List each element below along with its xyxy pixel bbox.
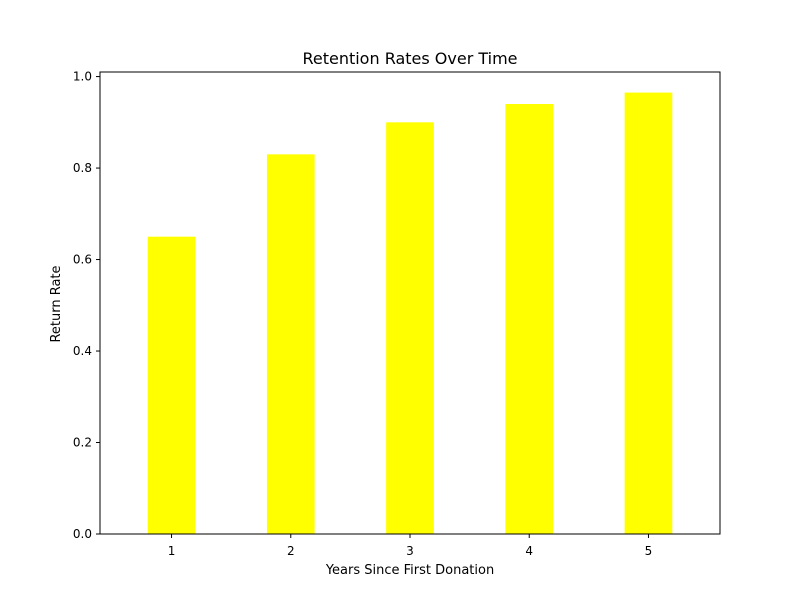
bar-1 <box>147 236 196 534</box>
x-tick-label-4: 4 <box>525 544 533 558</box>
x-tick-label-3: 3 <box>406 544 414 558</box>
bar-3 <box>386 122 434 534</box>
y-tick-label-1.0: 1.0 <box>73 70 92 84</box>
y-tick-label-0.2: 0.2 <box>73 436 92 450</box>
bar-4 <box>505 104 554 534</box>
bar-2 <box>266 154 315 534</box>
x-tick-label-1: 1 <box>168 544 176 558</box>
x-axis: 1 2 3 4 5 <box>168 534 653 558</box>
bar-5 <box>624 92 673 534</box>
y-tick-label-0.0: 0.0 <box>73 527 92 541</box>
bars-group <box>147 92 673 534</box>
y-tick-label-0.8: 0.8 <box>73 161 92 175</box>
y-axis-label: Return Rate <box>49 265 64 342</box>
x-axis-label: Years Since First Donation <box>325 563 494 578</box>
y-axis: 0.0 0.2 0.4 0.6 0.8 1.0 <box>73 70 100 541</box>
x-tick-label-2: 2 <box>287 544 295 558</box>
y-tick-label-0.6: 0.6 <box>73 253 92 267</box>
y-tick-label-0.4: 0.4 <box>73 344 92 358</box>
x-tick-label-5: 5 <box>645 544 653 558</box>
chart-title: Retention Rates Over Time <box>302 49 517 68</box>
